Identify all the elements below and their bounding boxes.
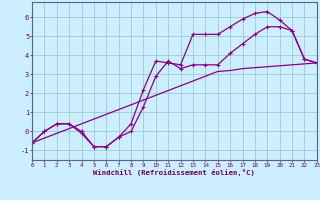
X-axis label: Windchill (Refroidissement éolien,°C): Windchill (Refroidissement éolien,°C) [93, 169, 255, 176]
